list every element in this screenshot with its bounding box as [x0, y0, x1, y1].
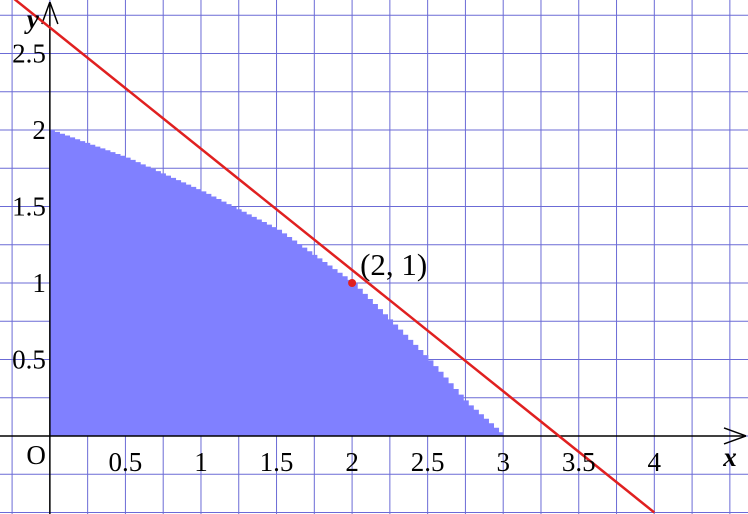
feasible-region-fill [49, 130, 504, 436]
point-label: (2, 1) [360, 247, 427, 282]
x-axis-label: x [722, 442, 737, 472]
y-axis-label: y [24, 4, 40, 34]
y-tick-label: 0.5 [12, 344, 46, 374]
x-tick-label: 4 [648, 447, 662, 477]
x-tick-label: 1.5 [260, 447, 294, 477]
y-tick-label: 1 [32, 268, 46, 298]
point-marker [348, 279, 357, 288]
y-tick-label: 2 [32, 115, 46, 145]
x-tick-label: 2.5 [411, 447, 445, 477]
tick-labels: 0.5 1 1.5 2 2.5 3 3.5 4 0.5 1 1.5 2 2.5 O x y [12, 4, 737, 477]
origin-label: O [26, 440, 46, 470]
x-tick-label: 1 [194, 447, 208, 477]
x-tick-label: 3 [496, 447, 510, 477]
x-tick-label: 3.5 [562, 447, 596, 477]
x-tick-label: 2 [345, 447, 359, 477]
x-tick-label: 0.5 [109, 447, 143, 477]
point-markers: (2, 1) [348, 247, 427, 288]
feasible-region [49, 130, 504, 436]
y-axis-arrow-icon [41, 1, 59, 25]
y-tick-label: 2.5 [12, 39, 46, 69]
x-axis-arrow-icon [723, 427, 747, 445]
boundary-line [13, 0, 656, 514]
y-tick-label: 1.5 [12, 192, 46, 222]
red-boundary-line [13, 0, 656, 514]
